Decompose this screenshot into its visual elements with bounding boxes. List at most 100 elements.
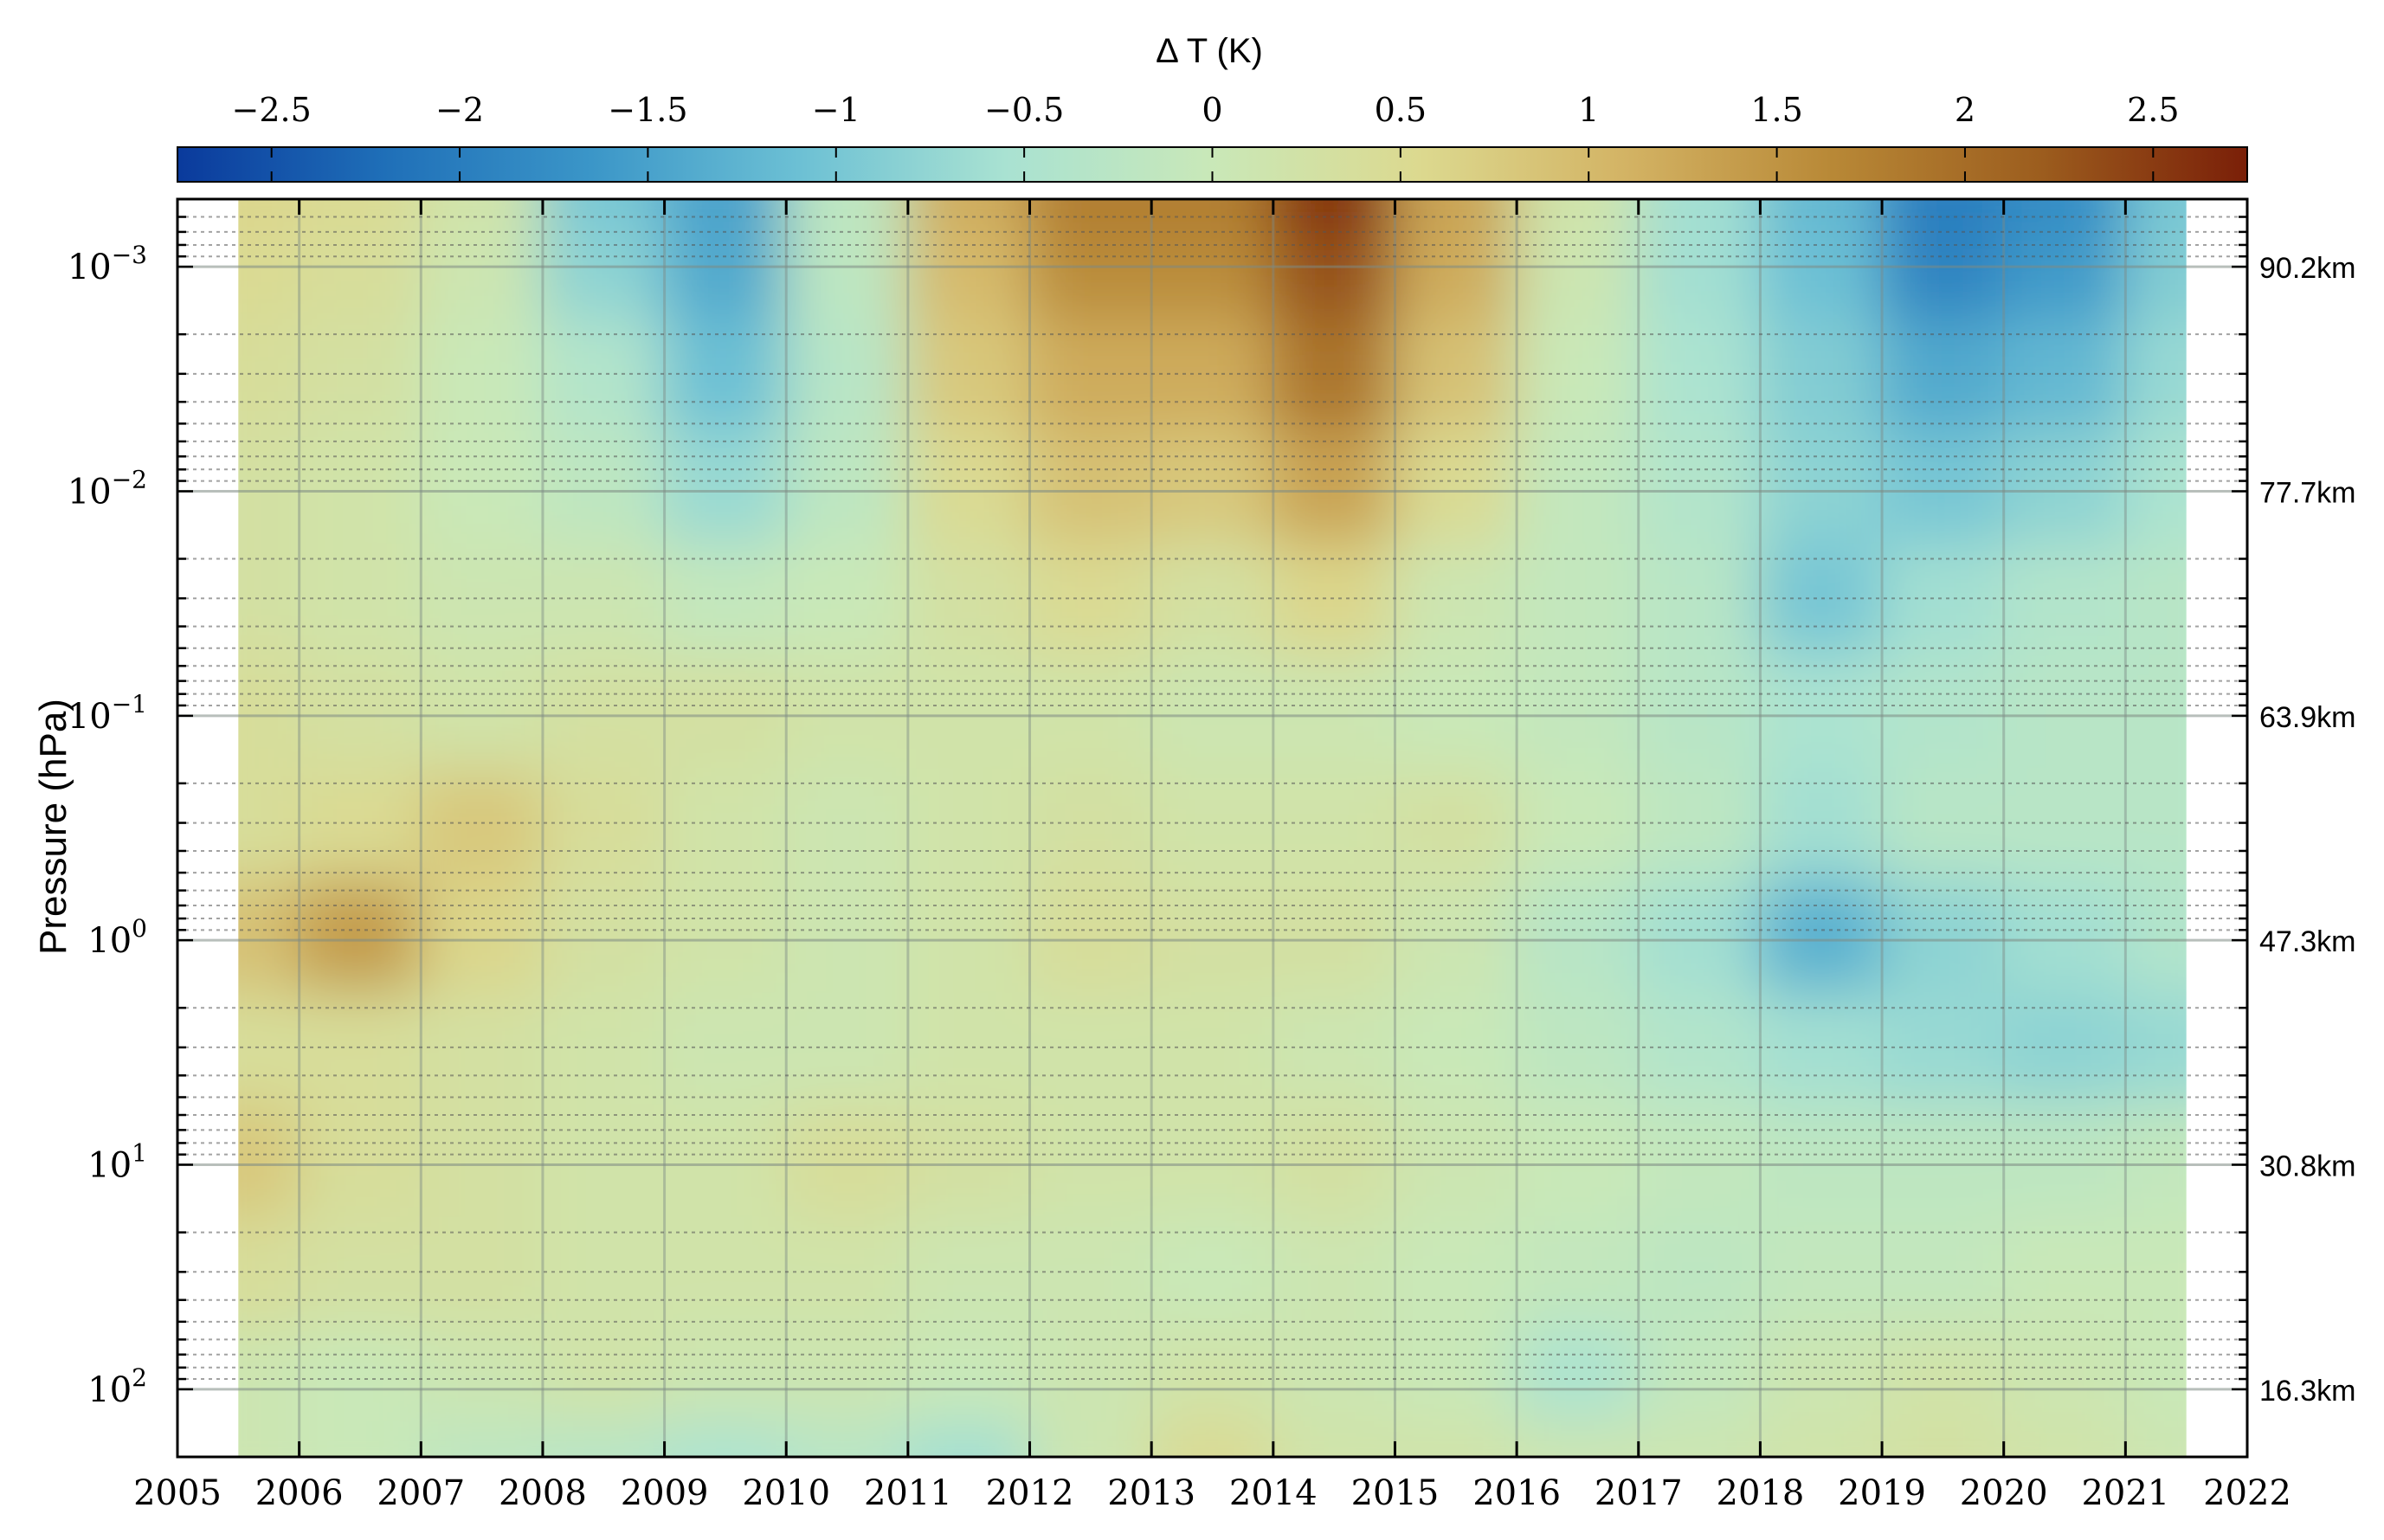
x-tick-label: 2019 [1838, 1473, 1926, 1513]
heatmap-cell [1028, 992, 1154, 1108]
colorbar-tick-label: 1.5 [1750, 91, 1802, 129]
heatmap-cell [1150, 1104, 1275, 1221]
heatmap-cell [1271, 1421, 1397, 1457]
heatmap-cell [784, 767, 910, 884]
heatmap-cell [662, 543, 789, 660]
heatmap-cell [419, 880, 544, 996]
heatmap-cell [1150, 880, 1275, 996]
y-tick-label: 101 [87, 1139, 147, 1186]
x-tick-label: 2022 [2203, 1473, 2291, 1513]
heatmap-cell [1880, 880, 2006, 996]
heatmap-cell [784, 543, 910, 660]
heatmap-cell [2001, 767, 2128, 884]
plot-frame [176, 197, 2249, 1459]
heatmap-cell [1758, 880, 1885, 996]
heatmap-cell [905, 992, 1032, 1108]
heatmap-cell [662, 767, 789, 884]
heatmap-cell [1515, 880, 1640, 996]
heatmap-cell [1880, 1216, 2006, 1333]
x-tick-label: 2015 [1351, 1473, 1440, 1513]
heatmap-cell [1393, 1329, 1519, 1425]
x-tick-label: 2012 [986, 1473, 1074, 1513]
heatmap-cell [1393, 1104, 1519, 1221]
heatmap-cell [2001, 655, 2128, 771]
heatmap-cell [238, 1216, 301, 1333]
heatmap-cell [2123, 1421, 2187, 1457]
heatmap-cell [1515, 655, 1640, 771]
heatmap-cell [1028, 543, 1154, 660]
heatmap-cell [1028, 655, 1154, 771]
heatmap-cell [238, 655, 301, 771]
heatmap-cell [1393, 767, 1519, 884]
heatmap-cell [662, 992, 789, 1108]
heatmap-cell [540, 318, 667, 435]
heatmap-cell [1271, 1104, 1397, 1221]
altitude-label: 90.2km [2259, 252, 2356, 285]
heatmap-cell [1636, 992, 1762, 1108]
heatmap-cell [540, 655, 667, 771]
heatmap-cell [2123, 318, 2187, 435]
x-tick-label: 2005 [133, 1473, 222, 1513]
heatmap-cell [540, 1104, 667, 1221]
heatmap-cell [2001, 992, 2128, 1108]
heatmap-cell [238, 767, 301, 884]
heatmap-cell [238, 880, 301, 996]
heatmap-cell [1393, 231, 1519, 322]
heatmap-cell [1636, 231, 1762, 322]
heatmap-cell [1393, 880, 1519, 996]
y-tick-label: 10−2 [68, 465, 147, 512]
y-tick-label: 100 [87, 914, 147, 961]
heatmap-cell [1636, 767, 1762, 884]
heatmap-cell [2123, 992, 2187, 1108]
heatmap-area [238, 199, 2187, 1457]
heatmap-cell [2001, 1216, 2128, 1333]
x-tick-labels: 2005 2006 2007 2008 2009 2010 2011 2012 2013 2014… [133, 1473, 2291, 1513]
heatmap-cell [1271, 655, 1397, 771]
heatmap-cell [1515, 992, 1640, 1108]
heatmap-cell [905, 231, 1032, 322]
heatmap-cell [297, 231, 423, 322]
heatmap-cell [419, 231, 544, 322]
heatmap-cell [662, 1329, 789, 1425]
heatmap-cell [1636, 880, 1762, 996]
heatmap-cell [784, 655, 910, 771]
y-tick-label: 102 [87, 1363, 147, 1410]
heatmap-cell [1271, 880, 1397, 996]
heatmap-cell [419, 1216, 544, 1333]
x-tick-label: 2016 [1472, 1473, 1561, 1513]
heatmap-cell [1636, 1216, 1762, 1333]
y-tick-labels: 10−3 10−2 10−1 100 101 102 [68, 241, 147, 1410]
heatmap-cell [2123, 231, 2187, 322]
heatmap-cell [1271, 767, 1397, 884]
heatmap-cell [1393, 430, 1519, 547]
heatmap-cell [2001, 543, 2128, 660]
x-tick-label: 2008 [499, 1473, 587, 1513]
heatmap-cell [297, 1329, 423, 1425]
heatmap-cell [297, 767, 423, 884]
heatmap-cell [238, 318, 301, 435]
colorbar-tick-label: 0.5 [1375, 91, 1427, 129]
heatmap-cell [1880, 655, 2006, 771]
heatmap-cell [905, 1421, 1032, 1457]
heatmap-cell [2123, 1104, 2187, 1221]
heatmap-cell [419, 655, 544, 771]
heatmap-cell [2123, 880, 2187, 996]
heatmap-cell [662, 1104, 789, 1221]
heatmap-cell [662, 880, 789, 996]
heatmap-cell [1515, 1104, 1640, 1221]
heatmap-cell [662, 318, 789, 435]
heatmap-cell [540, 880, 667, 996]
heatmap-cell [540, 1421, 667, 1457]
heatmap-cell [905, 767, 1032, 884]
heatmap-cell [1880, 318, 2006, 435]
x-tick-label: 2017 [1595, 1473, 1683, 1513]
heatmap-cell [1636, 1421, 1762, 1457]
heatmap-cell [2001, 880, 2128, 996]
x-tick-label: 2011 [864, 1473, 952, 1513]
heatmap-cell [784, 318, 910, 435]
heatmap-cell [1150, 430, 1275, 547]
x-tick-label: 2007 [377, 1473, 465, 1513]
heatmap-cell [1758, 430, 1885, 547]
x-tick-label: 2009 [621, 1473, 709, 1513]
heatmap-cell [2123, 767, 2187, 884]
